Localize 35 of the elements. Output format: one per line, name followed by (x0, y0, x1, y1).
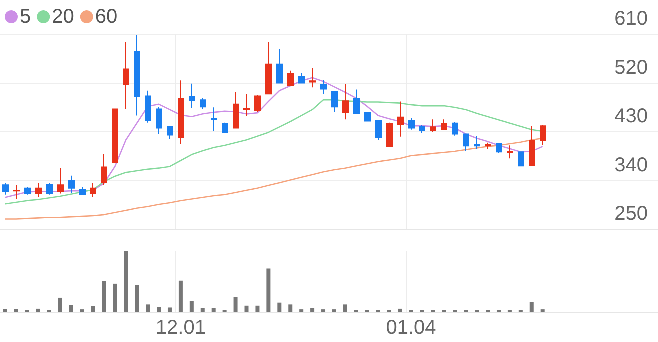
bar (288, 304, 293, 312)
legend-label: 20 (52, 6, 74, 28)
bar (178, 280, 183, 312)
bar (398, 308, 402, 312)
bar (200, 308, 205, 312)
bar (102, 282, 106, 312)
bar (244, 306, 249, 312)
bar (266, 268, 271, 312)
bar (135, 285, 140, 312)
bar (530, 302, 534, 312)
x-tick-label: 01.04 (386, 317, 436, 339)
bar (91, 306, 96, 312)
legend-label: 5 (20, 6, 32, 28)
x-tick-label: 12.01 (156, 317, 206, 339)
bar (310, 308, 315, 312)
y-tick-label: 430 (614, 106, 648, 128)
y-tick-label: 520 (614, 56, 648, 79)
legend-label: 60 (95, 6, 118, 28)
bar (234, 297, 238, 312)
bar (146, 304, 150, 312)
bar (113, 284, 118, 312)
bar (343, 304, 348, 312)
bar (168, 308, 172, 312)
bar (212, 308, 216, 312)
y-tick-label: 340 (614, 154, 648, 176)
bar (36, 308, 40, 312)
bar (278, 302, 282, 312)
y-tick-label: 610 (614, 8, 648, 30)
bar (58, 298, 62, 312)
y-tick-label: 250 (614, 203, 648, 225)
bar (190, 301, 194, 312)
bar (124, 251, 128, 312)
bar (256, 306, 260, 312)
bar (69, 305, 74, 312)
bar (157, 307, 162, 312)
